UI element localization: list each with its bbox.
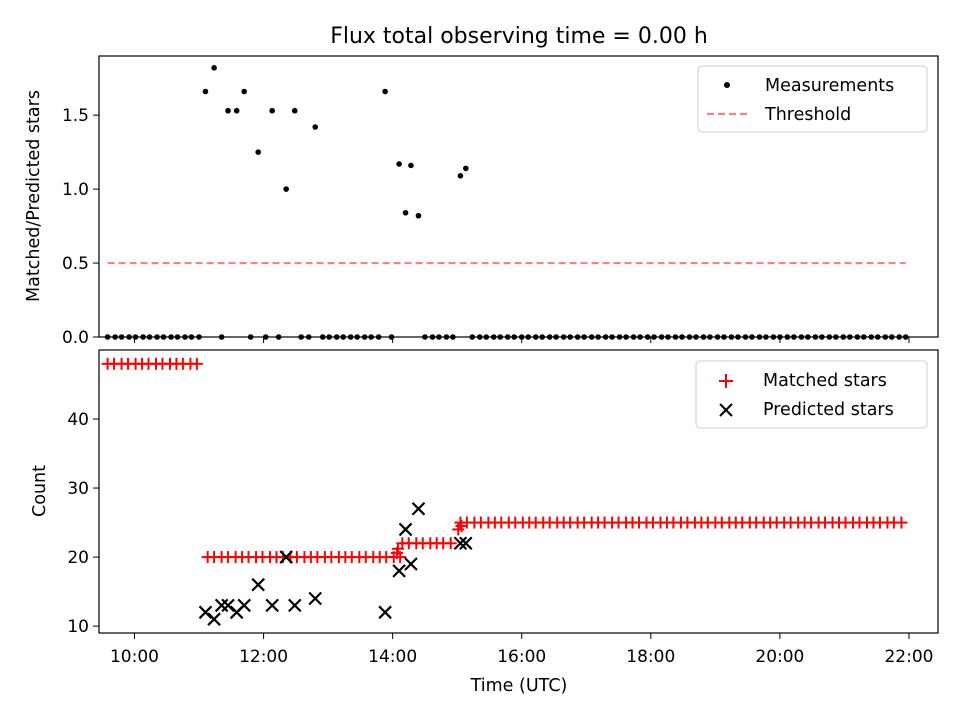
x-tick-label: 18:00 (626, 647, 675, 667)
figure-title: Flux total observing time = 0.00 h (330, 24, 708, 49)
legend-predicted-marker (719, 403, 733, 417)
measurement-point (415, 212, 422, 219)
predicted-stars-point (308, 591, 322, 606)
measurement-point (202, 88, 209, 95)
measurement-point (211, 65, 217, 71)
x-tick-label: 16:00 (497, 647, 546, 667)
legend-measurements-label: Measurements (765, 76, 894, 96)
measurement-point (382, 88, 388, 95)
legend-predicted-label: Predicted stars (763, 400, 894, 420)
x-tick-label: 22:00 (884, 647, 933, 667)
matched-stars-point (455, 520, 468, 533)
measurement-point (462, 165, 469, 172)
predicted-stars-point (207, 612, 221, 626)
ratio-legend: Measurements Threshold (697, 65, 928, 133)
count-legend: Matched stars Predicted stars (695, 360, 928, 429)
predicted-stars-point (453, 536, 468, 551)
count-axes-frame (98, 349, 939, 634)
legend-threshold-label: Threshold (764, 105, 851, 125)
count-axes-ticks: 10 20 30 40 10:00 12:00 14:00 16:00 18:00 20:00 22… (67, 410, 933, 667)
x-tick-label: 12:00 (239, 647, 288, 667)
measurement-point (269, 107, 275, 114)
predicted-stars-point (392, 564, 406, 578)
predicted-stars-point (237, 598, 251, 613)
measurement-point (402, 209, 409, 216)
predicted-stars-point (404, 557, 418, 571)
matched-stars-point (444, 537, 457, 550)
y-tick-label: 40 (67, 410, 89, 430)
x-tick-label: 20:00 (755, 647, 804, 667)
ratio-legend-box (697, 65, 928, 133)
predicted-stars-point (251, 577, 265, 592)
count-x-axis-label: Time (UTC) (470, 676, 568, 696)
y-tick-label: 30 (67, 479, 89, 499)
ratio-y-axis-label: Matched/Predicted stars (24, 90, 44, 302)
count-legend-box (695, 360, 928, 429)
measurement-point (283, 186, 289, 192)
measurement-point (408, 162, 414, 169)
predicted-stars-point (378, 605, 392, 620)
measurement-point (241, 88, 248, 95)
count-marks (101, 357, 908, 626)
measurement-point (233, 107, 240, 114)
predicted-stars-point (214, 598, 229, 613)
y-tick-label: 1.5 (62, 106, 89, 126)
y-tick-label: 0.5 (62, 254, 89, 274)
y-tick-label: 10 (67, 617, 89, 637)
predicted-stars-point (287, 598, 302, 613)
predicted-stars-point (198, 605, 213, 620)
predicted-stars-point (411, 501, 426, 516)
y-tick-label: 1.0 (62, 180, 89, 200)
measurement-point (291, 107, 298, 114)
measurement-point (396, 161, 402, 167)
predicted-stars-point (221, 598, 235, 613)
predicted-stars-point (265, 598, 279, 613)
y-tick-label: 0.0 (62, 328, 89, 348)
matched-stars-point (190, 357, 203, 370)
ratio-axes-ticks: 0.0 0.5 1.0 1.5 (62, 106, 910, 348)
x-tick-label: 14:00 (368, 647, 417, 667)
legend-measurements-marker (724, 82, 730, 88)
matched-stars-point (392, 542, 405, 555)
predicted-stars-point (279, 550, 293, 564)
measurement-point (225, 107, 231, 114)
measurement-point (255, 149, 261, 155)
count-panel: 10 20 30 40 10:00 12:00 14:00 16:00 18:00 20:00 22… (30, 349, 939, 696)
ratio-panel: 0.0 0.5 1.0 1.5 Matched/Predicted stars Mea… (24, 55, 939, 348)
x-tick-label: 10:00 (110, 647, 159, 667)
predicted-stars-point (459, 536, 473, 551)
legend-matched-marker (719, 374, 733, 388)
y-tick-label: 20 (67, 548, 89, 568)
ratio-axes-frame (98, 55, 939, 338)
measurement-point (457, 172, 464, 179)
legend-matched-label: Matched stars (763, 371, 887, 391)
matched-stars-point (895, 516, 908, 529)
ratio-marks (104, 65, 909, 340)
count-y-axis-label: Count (30, 465, 50, 517)
predicted-stars-point (398, 522, 413, 537)
measurement-point (312, 124, 319, 130)
